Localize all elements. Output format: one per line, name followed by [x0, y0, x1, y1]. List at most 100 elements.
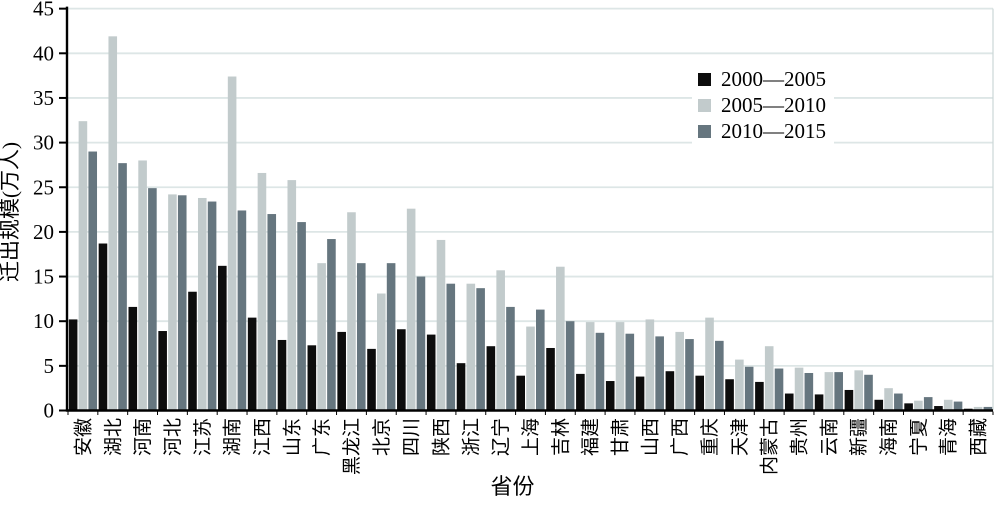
bar-贵州-2010—2015: [804, 372, 814, 411]
x-category-label: 四川: [402, 418, 423, 456]
bar-新疆-2005—2010: [854, 370, 864, 411]
bar-天津-2005—2010: [735, 359, 744, 411]
x-category-label: 内蒙古: [759, 418, 781, 475]
bar-陕西-2000—2005: [426, 334, 436, 411]
legend: 2000—2005 2005—2010 2010—2015: [692, 64, 834, 146]
bar-吉林-2005—2010: [556, 266, 565, 411]
bar-贵州-2005—2010: [794, 367, 804, 411]
bar-湖南-2005—2010: [227, 76, 237, 411]
bar-青海-2010—2015: [953, 401, 963, 411]
x-category-label: 浙江: [460, 418, 482, 456]
bar-山西-2010—2015: [655, 336, 664, 411]
y-tick-label: 35: [33, 86, 54, 110]
bar-江西-2005—2010: [257, 172, 267, 411]
x-category-label: 广西: [669, 418, 691, 456]
x-category-label: 天津: [729, 418, 751, 456]
bar-辽宁-2005—2010: [496, 270, 505, 411]
legend-label-2010-2015: 2010—2015: [721, 119, 826, 143]
bar-河北-2000—2005: [158, 331, 167, 411]
bar-重庆-2000—2005: [695, 375, 705, 411]
legend-item-2000-2005: 2000—2005: [698, 67, 826, 91]
bar-安徽-2005—2010: [78, 121, 88, 411]
bar-陕西-2010—2015: [446, 283, 456, 411]
y-tick-label: 5: [44, 354, 55, 378]
bar-贵州-2000—2005: [784, 393, 794, 411]
bar-湖南-2000—2005: [218, 265, 227, 411]
bar-江西-2000—2005: [247, 317, 257, 411]
x-category-label: 湖南: [222, 418, 244, 456]
bar-河南-2000—2005: [128, 306, 138, 411]
bar-北京-2005—2010: [377, 293, 386, 411]
x-category-label: 云南: [818, 418, 840, 456]
bar-福建-2000—2005: [576, 373, 585, 411]
x-category-label: 西藏: [968, 418, 990, 456]
bar-吉林-2010—2015: [565, 321, 575, 411]
x-category-label: 辽宁: [490, 418, 512, 456]
bar-河北-2005—2010: [168, 194, 177, 411]
bar-河南-2010—2015: [148, 188, 157, 411]
x-category-label: 山东: [281, 418, 303, 456]
bar-宁夏-2010—2015: [923, 397, 933, 411]
bar-北京-2000—2005: [367, 348, 376, 411]
bar-北京-2010—2015: [386, 263, 396, 411]
x-category-label: 宁夏: [908, 418, 930, 456]
y-tick-label: 45: [33, 0, 54, 21]
bar-甘肃-2005—2010: [615, 322, 625, 411]
bar-浙江-2000—2005: [456, 363, 466, 411]
bar-四川-2005—2010: [406, 208, 416, 411]
bar-天津-2000—2005: [725, 379, 734, 411]
bar-陕西-2005—2010: [436, 239, 446, 411]
bar-广西-2000—2005: [665, 371, 675, 411]
bar-江苏-2010—2015: [207, 201, 217, 411]
x-category-label: 黑龙江: [341, 418, 363, 475]
bar-黑龙江-2000—2005: [337, 331, 346, 411]
bar-青海-2000—2005: [934, 406, 943, 411]
y-tick-label: 0: [44, 399, 55, 423]
bar-重庆-2005—2010: [705, 317, 714, 411]
y-tick-label: 30: [33, 131, 54, 155]
bar-吉林-2000—2005: [546, 347, 555, 411]
bar-上海-2000—2005: [516, 375, 525, 411]
legend-label-2000-2005: 2000—2005: [721, 67, 826, 91]
bar-广东-2010—2015: [327, 239, 336, 411]
bar-宁夏-2000—2005: [904, 403, 913, 411]
bar-四川-2010—2015: [416, 276, 426, 411]
bar-河南-2005—2010: [138, 160, 147, 411]
bar-广西-2010—2015: [685, 339, 694, 411]
y-tick-label: 15: [33, 265, 54, 289]
bar-西藏-2005—2010: [973, 406, 983, 411]
legend-swatch-2005-2010-icon: [698, 98, 711, 112]
y-axis-title: 迁出规模(万人): [0, 142, 22, 282]
bar-云南-2005—2010: [824, 372, 834, 411]
bar-福建-2005—2010: [585, 322, 595, 411]
x-category-label: 广东: [311, 418, 333, 456]
legend-item-2005-2010: 2005—2010: [698, 93, 826, 117]
legend-swatch-2000-2005-icon: [698, 72, 711, 86]
bar-安徽-2000—2005: [68, 319, 78, 411]
x-category-label: 江苏: [192, 418, 214, 456]
x-category-label: 陕西: [430, 418, 452, 456]
bar-上海-2005—2010: [526, 326, 535, 411]
x-axis-title: 省份: [490, 474, 534, 499]
bar-海南-2005—2010: [884, 388, 893, 411]
bar-甘肃-2010—2015: [625, 333, 635, 411]
bar-湖南-2010—2015: [237, 210, 247, 411]
bar-天津-2010—2015: [744, 366, 754, 411]
x-category-label: 吉林: [550, 418, 572, 456]
bar-辽宁-2000—2005: [486, 346, 496, 411]
legend-swatch-2010-2015-icon: [698, 124, 711, 138]
bar-云南-2010—2015: [834, 372, 843, 411]
x-category-label: 重庆: [699, 418, 721, 456]
x-category-label: 北京: [371, 418, 393, 456]
bar-青海-2005—2010: [943, 399, 953, 411]
x-category-label: 新疆: [848, 418, 870, 456]
bar-浙江-2010—2015: [476, 288, 485, 411]
bar-山西-2000—2005: [635, 376, 645, 411]
bar-山东-2000—2005: [277, 339, 287, 411]
bar-浙江-2005—2010: [466, 283, 476, 411]
y-tick-label: 10: [33, 309, 54, 333]
legend-label-2005-2010: 2005—2010: [721, 93, 826, 117]
x-category-label: 河北: [162, 418, 184, 456]
